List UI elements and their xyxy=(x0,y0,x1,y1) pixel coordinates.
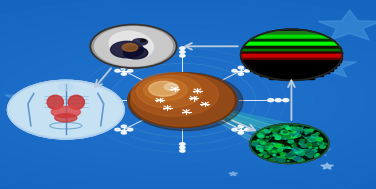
Circle shape xyxy=(320,145,326,148)
Circle shape xyxy=(260,141,264,143)
Circle shape xyxy=(273,132,275,133)
Bar xyxy=(241,52,342,53)
Bar xyxy=(248,41,335,42)
Circle shape xyxy=(127,128,133,131)
Bar xyxy=(264,33,319,34)
Circle shape xyxy=(301,130,305,131)
Circle shape xyxy=(164,84,178,90)
Circle shape xyxy=(299,128,302,129)
Circle shape xyxy=(277,126,282,129)
Polygon shape xyxy=(229,172,237,176)
Circle shape xyxy=(309,152,314,155)
Ellipse shape xyxy=(132,39,147,45)
Circle shape xyxy=(140,40,146,42)
Circle shape xyxy=(284,131,287,133)
Circle shape xyxy=(272,150,278,153)
Circle shape xyxy=(293,157,297,159)
Circle shape xyxy=(283,134,291,138)
Bar xyxy=(241,56,342,57)
Circle shape xyxy=(260,133,263,134)
Circle shape xyxy=(273,157,277,159)
Circle shape xyxy=(316,137,323,140)
Circle shape xyxy=(293,135,298,137)
Circle shape xyxy=(292,139,293,140)
Polygon shape xyxy=(305,53,356,77)
Circle shape xyxy=(270,129,273,130)
Circle shape xyxy=(305,131,309,134)
Circle shape xyxy=(299,152,302,153)
Circle shape xyxy=(301,144,306,147)
Bar xyxy=(247,42,336,43)
Polygon shape xyxy=(321,163,334,169)
Circle shape xyxy=(255,144,257,145)
Circle shape xyxy=(9,81,122,138)
Circle shape xyxy=(286,131,289,133)
Polygon shape xyxy=(0,22,376,178)
Bar xyxy=(249,40,334,41)
Circle shape xyxy=(270,143,275,145)
Circle shape xyxy=(294,158,297,159)
Circle shape xyxy=(253,143,260,146)
Circle shape xyxy=(149,81,179,96)
Circle shape xyxy=(287,136,293,138)
Circle shape xyxy=(285,146,289,148)
Bar xyxy=(243,47,340,48)
Circle shape xyxy=(180,149,185,152)
Circle shape xyxy=(310,153,313,154)
Circle shape xyxy=(259,150,263,151)
Circle shape xyxy=(238,73,244,75)
Circle shape xyxy=(288,140,294,143)
Circle shape xyxy=(299,153,305,155)
Polygon shape xyxy=(77,65,288,135)
Bar xyxy=(242,60,341,63)
Circle shape xyxy=(277,149,283,151)
Bar xyxy=(241,58,342,59)
Circle shape xyxy=(121,66,126,69)
Circle shape xyxy=(281,147,285,149)
Circle shape xyxy=(316,133,319,134)
Bar xyxy=(242,49,341,50)
Circle shape xyxy=(268,99,274,102)
Circle shape xyxy=(131,73,218,116)
Circle shape xyxy=(264,130,270,133)
Circle shape xyxy=(258,134,263,136)
Circle shape xyxy=(275,99,281,102)
Polygon shape xyxy=(154,91,211,110)
Bar xyxy=(241,51,342,52)
Circle shape xyxy=(317,142,324,145)
Circle shape xyxy=(257,149,259,150)
Ellipse shape xyxy=(55,114,77,122)
Circle shape xyxy=(180,146,185,149)
Circle shape xyxy=(309,137,312,138)
Bar xyxy=(243,48,340,49)
Bar xyxy=(245,44,338,45)
Circle shape xyxy=(91,99,97,102)
Circle shape xyxy=(298,159,305,162)
Bar xyxy=(244,63,339,65)
Bar xyxy=(271,31,311,32)
Polygon shape xyxy=(0,39,364,161)
Circle shape xyxy=(257,133,265,137)
Bar xyxy=(250,40,333,41)
Circle shape xyxy=(286,136,290,138)
Circle shape xyxy=(279,152,283,154)
Circle shape xyxy=(269,151,276,154)
Circle shape xyxy=(282,158,284,159)
Circle shape xyxy=(304,129,308,131)
Circle shape xyxy=(279,156,284,159)
Circle shape xyxy=(259,154,262,156)
Ellipse shape xyxy=(109,31,153,59)
Circle shape xyxy=(232,128,237,131)
Circle shape xyxy=(83,99,89,102)
Circle shape xyxy=(121,131,126,134)
Circle shape xyxy=(273,144,274,145)
Bar xyxy=(241,57,342,58)
Circle shape xyxy=(266,136,269,138)
Circle shape xyxy=(299,160,303,162)
Circle shape xyxy=(265,155,269,157)
Circle shape xyxy=(130,74,234,126)
Circle shape xyxy=(296,152,298,153)
Circle shape xyxy=(265,143,273,147)
Circle shape xyxy=(293,128,296,130)
